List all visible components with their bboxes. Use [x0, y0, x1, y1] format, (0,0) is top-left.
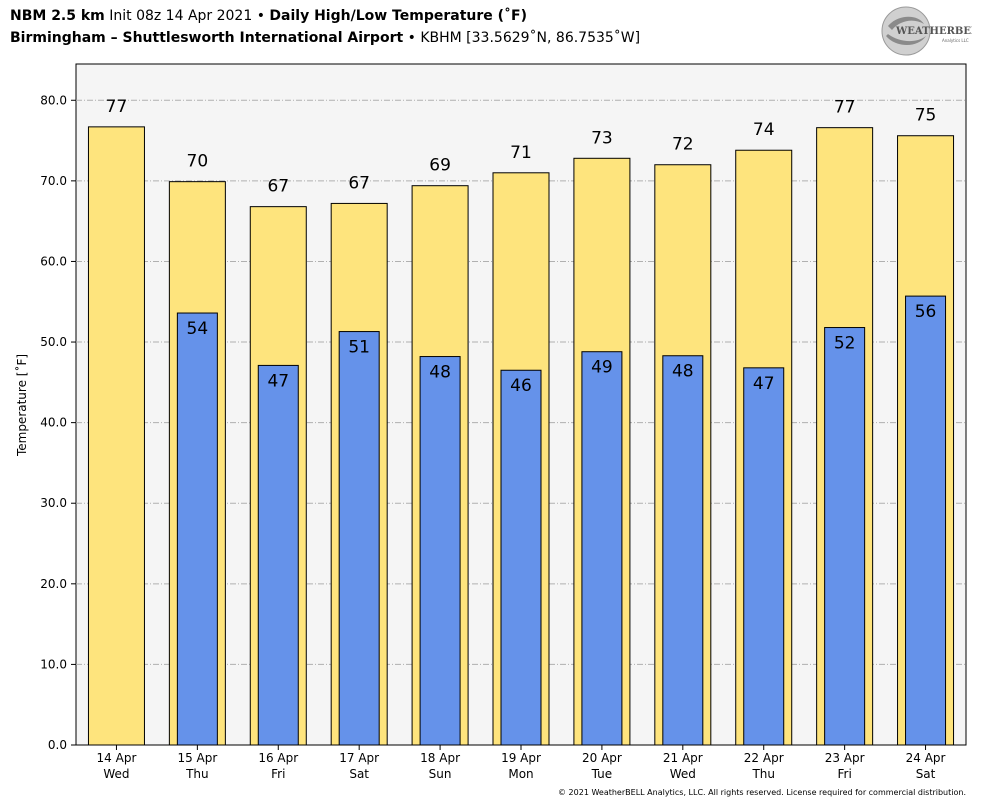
low-temp-bar: [257, 364, 299, 746]
y-tick-label: 60.0: [40, 254, 67, 268]
high-temp-label: 72: [672, 135, 694, 155]
y-tick-label: 20.0: [40, 577, 67, 591]
low-temp-label: 54: [187, 319, 209, 339]
high-temp-label: 67: [267, 177, 289, 197]
x-tick-day: Fri: [837, 767, 851, 781]
x-tick-date: 14 Apr: [97, 751, 137, 765]
high-temp-label: 73: [591, 128, 613, 148]
high-temp-label: 71: [510, 143, 532, 163]
x-tick-date: 18 Apr: [420, 751, 460, 765]
station-location: KBHM [33.5629˚N, 86.7535˚W]: [420, 30, 641, 46]
low-temp-label: 46: [510, 376, 532, 396]
x-tick-date: 24 Apr: [906, 751, 946, 765]
low-temp-label: 52: [834, 334, 856, 354]
low-temp-label: 47: [753, 374, 775, 394]
y-axis-label: Temperature [˚F]: [14, 354, 29, 457]
x-tick-day: Tue: [591, 767, 613, 781]
low-temp-bar: [419, 356, 461, 746]
y-tick-label: 40.0: [40, 416, 67, 430]
x-tick-date: 15 Apr: [177, 751, 217, 765]
low-temp-bar: [905, 295, 947, 746]
bars: 77 70 54 67 47 67 51 69 48 71 46 73 49 72 48 74 47 77 52 75…: [87, 97, 955, 746]
high-temp-label: 77: [834, 98, 856, 118]
low-temp-label: 47: [267, 371, 289, 391]
low-temp-label: 51: [348, 338, 370, 358]
low-temp-bar: [338, 331, 380, 746]
header-line-1: NBM 2.5 km Init 08z 14 Apr 2021 • Daily …: [10, 5, 640, 27]
low-temp-bar: [581, 351, 623, 746]
low-temp-bar: [743, 367, 785, 746]
low-temp-label: 49: [591, 358, 613, 378]
header-line-2: Birmingham – Shuttlesworth International…: [10, 27, 640, 49]
low-temp-bar: [824, 327, 866, 746]
y-tick-label: 80.0: [40, 93, 67, 107]
x-tick-day: Wed: [670, 767, 696, 781]
x-tick-date: 17 Apr: [339, 751, 379, 765]
x-tick-date: 19 Apr: [501, 751, 541, 765]
x-tick-day: Thu: [185, 767, 209, 781]
init-time: Init 08z 14 Apr 2021: [109, 8, 253, 24]
low-temp-label: 48: [672, 362, 694, 382]
separator: •: [256, 8, 265, 24]
y-axis: 0.0 10.0 20.0 30.0 40.0 50.0 60.0 70.0 80.0: [40, 93, 76, 752]
y-tick-label: 50.0: [40, 335, 67, 349]
chart-title: Daily High/Low Temperature (˚F): [269, 8, 527, 24]
x-tick-day: Fri: [271, 767, 285, 781]
high-temp-label: 70: [187, 152, 209, 172]
x-tick-day: Mon: [508, 767, 533, 781]
x-axis: 14 Apr Wed 15 Apr Thu 16 Apr Fri 17 Apr Sat 18 A…: [97, 745, 946, 781]
copyright-notice: © 2021 WeatherBELL Analytics, LLC. All r…: [558, 788, 966, 797]
y-tick-label: 70.0: [40, 174, 67, 188]
x-tick-day: Sat: [349, 767, 369, 781]
high-temp-bar: [87, 126, 145, 746]
low-temp-bar: [662, 355, 704, 746]
model-name: NBM 2.5 km: [10, 8, 105, 24]
chart-header: NBM 2.5 km Init 08z 14 Apr 2021 • Daily …: [10, 5, 640, 49]
y-tick-label: 30.0: [40, 496, 67, 510]
logo-text: WEATHERBELL: [895, 26, 972, 37]
x-tick-date: 21 Apr: [663, 751, 703, 765]
x-tick-day: Sun: [429, 767, 452, 781]
y-tick-label: 10.0: [40, 657, 67, 671]
high-temp-label: 77: [106, 97, 128, 117]
high-temp-label: 75: [915, 106, 937, 126]
x-tick-date: 22 Apr: [744, 751, 784, 765]
high-temp-label: 74: [753, 120, 775, 140]
x-tick-day: Sat: [916, 767, 936, 781]
high-temp-label: 69: [429, 156, 451, 176]
low-temp-bar: [500, 369, 542, 746]
y-tick-label: 0.0: [48, 738, 67, 752]
x-tick-day: Thu: [751, 767, 775, 781]
low-temp-label: 56: [915, 302, 937, 322]
high-temp-label: 67: [348, 173, 370, 193]
x-tick-date: 20 Apr: [582, 751, 622, 765]
x-tick-day: Wed: [103, 767, 129, 781]
x-tick-date: 16 Apr: [258, 751, 298, 765]
x-tick-date: 23 Apr: [825, 751, 865, 765]
low-temp-bar: [176, 312, 218, 746]
low-temp-label: 48: [429, 363, 451, 383]
station-name: Birmingham – Shuttlesworth International…: [10, 30, 404, 46]
logo-subtext: Analytics LLC: [942, 38, 969, 43]
weatherbell-logo: WEATHERBELL Analytics LLC: [881, 6, 972, 56]
separator: •: [407, 30, 416, 46]
